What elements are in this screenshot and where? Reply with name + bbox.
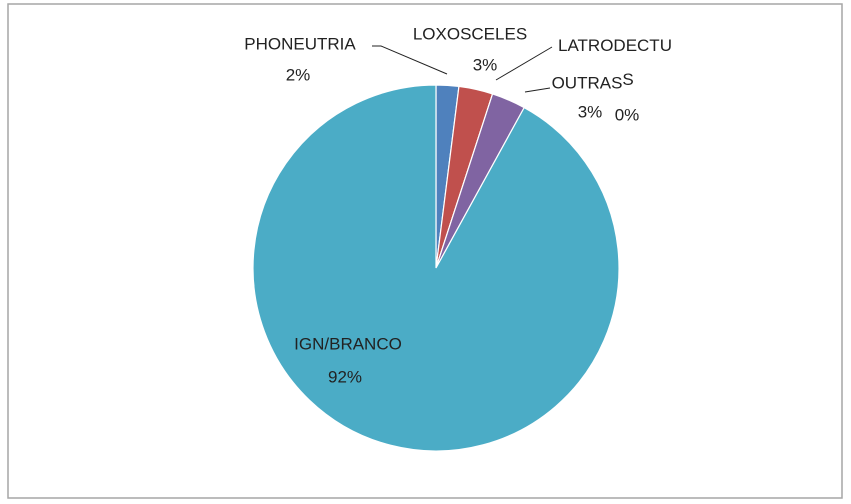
leader-line [524,87,551,93]
value-label: 3% [578,102,603,121]
category-label: LATRODECTU S [558,36,672,89]
value-label: 0% [615,105,640,124]
leader-line [495,46,553,81]
value-label: 3% [473,55,498,74]
category-label: PHONEUTRIA [244,34,356,53]
leader-line [372,45,448,75]
pie-slice [252,84,620,452]
category-label: IGN/BRANCO [294,334,402,353]
value-label: 2% [286,65,311,84]
category-label: LOXOSCELES [413,24,527,43]
category-label: OUTRAS [552,73,623,92]
value-label: 92% [328,367,362,386]
